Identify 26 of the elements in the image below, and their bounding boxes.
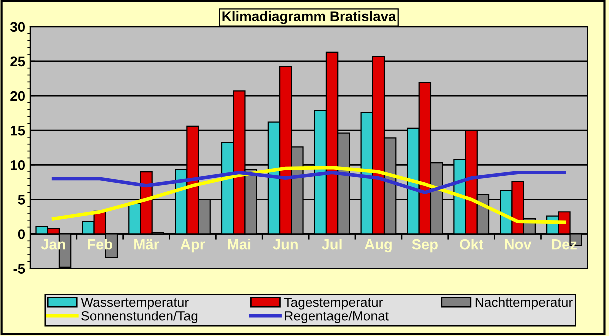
y-tick-label: 15 xyxy=(11,126,26,136)
legend-label: Regentage/Monat xyxy=(285,311,389,324)
y-tick-label: 5 xyxy=(18,195,26,205)
y-tick-label: -5 xyxy=(14,264,26,274)
y-tick-label: 25 xyxy=(10,56,26,67)
x-tick-label: Okt xyxy=(460,239,484,250)
x-tick-label: Mär xyxy=(134,239,160,250)
y-tick-label: 30 xyxy=(10,22,26,32)
x-tick-label: Mai xyxy=(228,239,251,250)
line-series xyxy=(52,166,566,224)
legend-label: Tagestemperatur xyxy=(284,298,383,310)
x-tick-label: Aug xyxy=(364,239,392,253)
x-tick-label: Apr xyxy=(180,240,206,253)
legend-label: Nachttemperatur xyxy=(476,297,573,310)
y-tick-label: 10 xyxy=(11,160,26,170)
x-tick-label: Jun xyxy=(273,240,298,250)
x-tick-label: Nov xyxy=(505,240,532,250)
chart-title: Klimadiagramm Bratislava xyxy=(222,11,396,24)
line-series xyxy=(52,170,566,195)
x-tick-label: Sep xyxy=(412,239,438,253)
x-tick-label: Dez xyxy=(552,240,577,250)
legend-label: Wassertemperatur xyxy=(81,298,189,310)
y-tick-label: 0 xyxy=(18,230,26,240)
x-tick-label: Jul xyxy=(322,239,342,250)
y-tick-label: 20 xyxy=(10,91,26,102)
legend-label: Sonnenstunden/Tag xyxy=(82,311,198,324)
